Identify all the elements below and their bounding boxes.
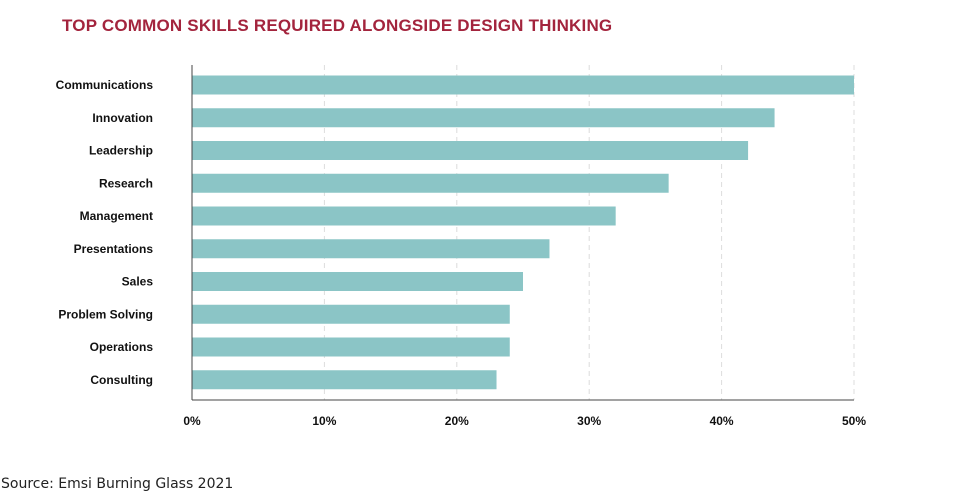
bars bbox=[192, 75, 854, 390]
bar bbox=[192, 272, 523, 291]
x-tick-label: 40% bbox=[710, 414, 734, 428]
category-label: Operations bbox=[90, 340, 154, 354]
bar bbox=[192, 206, 616, 226]
bar bbox=[192, 141, 749, 160]
bar bbox=[192, 370, 497, 390]
x-tick-label: 50% bbox=[842, 414, 866, 428]
category-label: Research bbox=[99, 176, 153, 190]
category-label: Management bbox=[80, 209, 153, 223]
category-label: Presentations bbox=[74, 242, 154, 256]
category-label: Consulting bbox=[90, 373, 153, 387]
category-labels: Communications Innovation Leadership Resear… bbox=[56, 78, 154, 387]
x-tick-label: 0% bbox=[183, 414, 201, 428]
category-label: Problem Solving bbox=[58, 307, 153, 321]
axes bbox=[191, 65, 854, 401]
bar-chart: Communications Innovation Leadership Resear… bbox=[56, 65, 866, 428]
source-note: Source: Emsi Burning Glass 2021 bbox=[1, 476, 234, 492]
category-label: Sales bbox=[122, 275, 154, 289]
bar bbox=[192, 337, 510, 357]
tick-labels: 0% 10% 20% 30% 40% 50% bbox=[183, 414, 866, 428]
category-label: Communications bbox=[56, 78, 154, 92]
bar bbox=[192, 75, 854, 95]
chart-title: TOP COMMON SKILLS REQUIRED ALONGSIDE DES… bbox=[62, 16, 613, 35]
bar bbox=[192, 173, 669, 193]
bar bbox=[192, 239, 550, 259]
category-label: Innovation bbox=[92, 111, 153, 125]
x-tick-label: 10% bbox=[312, 414, 336, 428]
category-label: Leadership bbox=[89, 144, 153, 158]
x-tick-label: 20% bbox=[445, 414, 469, 428]
bar bbox=[192, 108, 775, 128]
x-tick-label: 30% bbox=[577, 414, 601, 428]
bar bbox=[192, 304, 510, 324]
